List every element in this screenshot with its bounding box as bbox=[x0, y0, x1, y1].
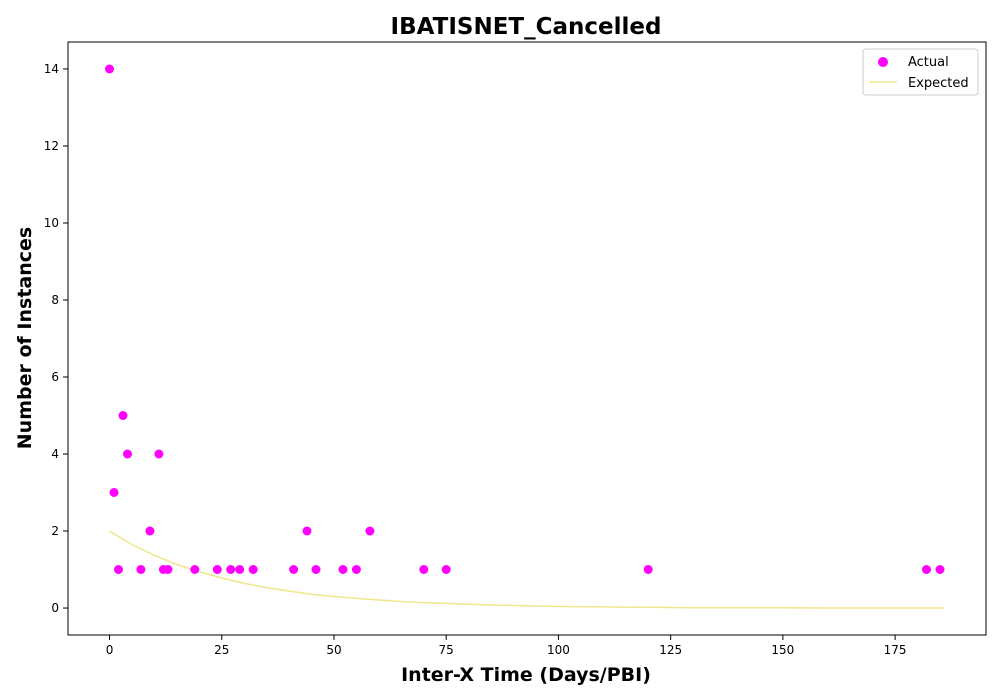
actual-point bbox=[248, 565, 258, 574]
x-tick-label: 0 bbox=[106, 643, 114, 657]
actual-point bbox=[338, 565, 348, 574]
points-layer bbox=[105, 64, 945, 574]
actual-point bbox=[109, 488, 119, 497]
actual-point bbox=[365, 526, 375, 536]
legend-expected-label: Expected bbox=[908, 76, 969, 91]
actual-point bbox=[935, 565, 945, 574]
actual-point bbox=[145, 526, 155, 536]
y-axis-label: Number of Instances bbox=[14, 227, 36, 449]
actual-point bbox=[311, 565, 321, 574]
chart-title: IBATISNET_Cancelled bbox=[391, 14, 662, 40]
legend: Actual Expected bbox=[862, 48, 979, 96]
actual-point bbox=[123, 449, 132, 459]
x-tick-label: 50 bbox=[326, 643, 341, 657]
actual-point bbox=[226, 565, 236, 574]
y-tick-label: 14 bbox=[44, 62, 59, 76]
expected-layer bbox=[109, 530, 945, 609]
x-axis-ticks: 0 25 50 75 100 125 150 175 bbox=[106, 635, 907, 657]
x-tick-label: 125 bbox=[659, 643, 682, 657]
actual-point bbox=[154, 449, 164, 459]
y-tick-label: 8 bbox=[51, 293, 59, 307]
x-tick-label: 100 bbox=[547, 643, 570, 657]
actual-point bbox=[289, 565, 299, 574]
y-tick-label: 4 bbox=[51, 447, 59, 461]
actual-point bbox=[212, 565, 222, 574]
actual-point bbox=[136, 565, 146, 574]
legend-actual-marker bbox=[878, 57, 888, 67]
actual-point bbox=[114, 565, 123, 574]
expected-line bbox=[109, 530, 945, 609]
x-axis-label: Inter-X Time (Days/PBI) bbox=[401, 664, 651, 686]
actual-point bbox=[643, 565, 653, 574]
plot-area bbox=[67, 41, 987, 636]
x-tick-label: 75 bbox=[439, 643, 454, 657]
y-tick-label: 12 bbox=[44, 139, 59, 153]
y-tick-label: 0 bbox=[51, 601, 59, 615]
actual-point bbox=[419, 565, 429, 574]
actual-point bbox=[190, 565, 200, 574]
x-tick-label: 150 bbox=[771, 643, 794, 657]
y-tick-label: 10 bbox=[44, 216, 59, 230]
actual-point bbox=[441, 565, 451, 574]
actual-point bbox=[105, 64, 114, 74]
y-axis-ticks: 0 2 4 6 8 10 12 14 bbox=[44, 62, 68, 615]
y-tick-label: 2 bbox=[51, 524, 59, 538]
actual-point bbox=[235, 565, 245, 574]
actual-point bbox=[163, 565, 173, 574]
x-tick-label: 25 bbox=[214, 643, 229, 657]
legend-box bbox=[862, 48, 979, 96]
x-tick-label: 175 bbox=[884, 643, 907, 657]
actual-point bbox=[302, 526, 312, 536]
actual-point bbox=[351, 565, 361, 574]
y-tick-label: 6 bbox=[51, 370, 59, 384]
legend-actual-label: Actual bbox=[908, 55, 949, 70]
actual-point bbox=[922, 565, 931, 574]
actual-point bbox=[118, 411, 128, 420]
